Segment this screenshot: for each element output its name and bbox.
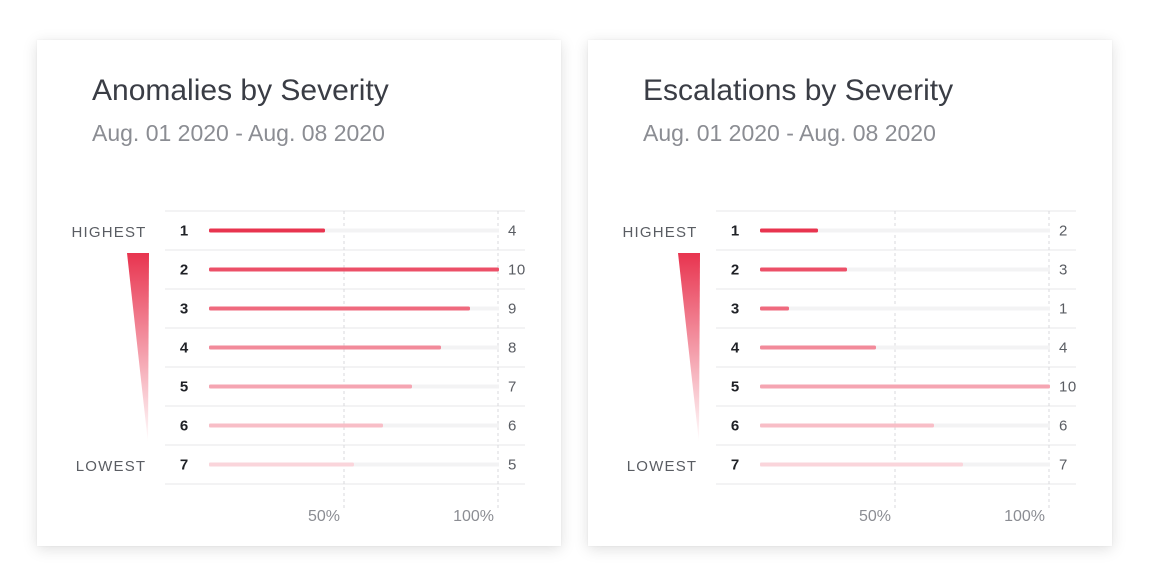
severity-rank-label: 6 xyxy=(731,418,739,435)
escalations-chart: HIGHEST LOWEST 1 2 2 3 3 1 4 4 5 10 6 6 7 7 50% 100% xyxy=(622,210,1077,525)
x-tick-label: 50% xyxy=(308,508,340,525)
bar xyxy=(760,423,934,428)
chart-title: Anomalies by Severity xyxy=(92,74,389,107)
severity-rank-label: 7 xyxy=(180,457,188,474)
bar xyxy=(760,384,1050,389)
chart-date-range: Aug. 01 2020 - Aug. 08 2020 xyxy=(643,120,936,146)
severity-rank-label: 4 xyxy=(180,340,189,357)
severity-rank-label: 6 xyxy=(180,418,188,435)
x-tick-label: 100% xyxy=(453,508,494,525)
anomalies-chart: HIGHEST LOWEST 1 4 2 10 3 9 4 8 5 7 6 6 7 5 50% 100% xyxy=(71,210,526,525)
chart-date-range: Aug. 01 2020 - Aug. 08 2020 xyxy=(92,120,385,146)
bar-track xyxy=(760,306,1050,311)
bar xyxy=(760,345,876,350)
severity-rank-label: 7 xyxy=(731,457,739,474)
bar-track xyxy=(760,345,1050,350)
bar-value-label: 6 xyxy=(508,418,517,435)
bar xyxy=(209,423,383,428)
escalations-card: Escalations by Severity Aug. 01 2020 - A… xyxy=(588,40,1112,546)
bar xyxy=(760,228,818,233)
bar-value-label: 4 xyxy=(1059,340,1068,357)
bar-value-label: 7 xyxy=(1059,457,1068,474)
severity-lowest-label: LOWEST xyxy=(76,458,147,475)
bar-value-label: 3 xyxy=(1059,262,1068,279)
bar-value-label: 6 xyxy=(1059,418,1068,435)
severity-gradient-wedge xyxy=(127,253,149,443)
bar xyxy=(209,228,325,233)
severity-rank-label: 2 xyxy=(731,262,739,279)
severity-highest-label: HIGHEST xyxy=(71,224,146,241)
bar xyxy=(760,267,847,272)
severity-rank-label: 3 xyxy=(180,301,188,318)
bar xyxy=(209,345,441,350)
severity-lowest-label: LOWEST xyxy=(627,458,698,475)
bar-track xyxy=(209,228,499,233)
severity-rank-label: 5 xyxy=(180,379,188,396)
bar-track xyxy=(760,267,1050,272)
bar xyxy=(209,384,412,389)
chart-title: Escalations by Severity xyxy=(643,74,954,107)
x-tick-label: 50% xyxy=(859,508,891,525)
bar-value-label: 7 xyxy=(508,379,517,396)
bar-value-label: 10 xyxy=(1059,379,1077,396)
severity-highest-label: HIGHEST xyxy=(622,224,697,241)
severity-rank-label: 2 xyxy=(180,262,188,279)
bar xyxy=(760,462,963,467)
bar-value-label: 2 xyxy=(1059,223,1068,240)
bar-track xyxy=(760,228,1050,233)
bar-value-label: 9 xyxy=(508,301,517,318)
severity-rank-label: 5 xyxy=(731,379,739,396)
bar-value-label: 10 xyxy=(508,262,526,279)
bar xyxy=(209,267,499,272)
x-tick-label: 100% xyxy=(1004,508,1045,525)
bar xyxy=(760,306,789,311)
severity-rank-label: 1 xyxy=(731,223,739,240)
bar-value-label: 4 xyxy=(508,223,517,240)
bar-value-label: 1 xyxy=(1059,301,1068,318)
bar xyxy=(209,462,354,467)
severity-rank-label: 4 xyxy=(731,340,740,357)
severity-rank-label: 1 xyxy=(180,223,188,240)
bar-value-label: 8 xyxy=(508,340,517,357)
severity-gradient-wedge xyxy=(678,253,700,443)
anomalies-card: Anomalies by Severity Aug. 01 2020 - Aug… xyxy=(37,40,561,546)
severity-rank-label: 3 xyxy=(731,301,739,318)
bar-value-label: 5 xyxy=(508,457,517,474)
bar xyxy=(209,306,470,311)
